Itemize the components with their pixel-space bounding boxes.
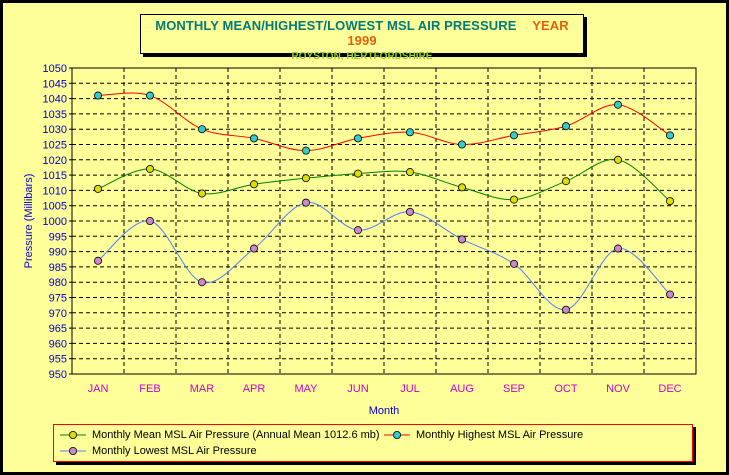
data-point-lowest (94, 256, 103, 265)
data-point-lowest (405, 207, 414, 216)
title-box: MONTHLY MEAN/HIGHEST/LOWEST MSL AIR PRES… (140, 14, 584, 62)
data-point-lowest (457, 235, 466, 244)
x-tick-label: FEB (139, 383, 160, 395)
x-tick-label: SEP (503, 383, 525, 395)
y-tick-label: 1050 (43, 63, 67, 75)
data-point-mean (353, 169, 362, 178)
legend-item-lowest: Monthly Lowest MSL Air Pressure (58, 444, 257, 458)
chart-title: MONTHLY MEAN/HIGHEST/LOWEST MSL AIR PRES… (155, 18, 517, 33)
x-tick-label: OCT (554, 383, 578, 395)
y-tick-label: 965 (49, 323, 67, 335)
x-tick-label: DEC (658, 383, 681, 395)
data-point-lowest (614, 244, 623, 253)
data-point-mean (145, 164, 154, 173)
legend-label-mean: Monthly Mean MSL Air Pressure (Annual Me… (92, 429, 380, 441)
x-tick-label: APR (243, 383, 266, 395)
data-point-lowest (562, 305, 571, 314)
chart-subtitle: ROYSTON, HERTFORDSHIRE (291, 51, 433, 62)
y-tick-label: 995 (49, 231, 67, 243)
data-point-lowest (666, 290, 675, 299)
legend-swatch-highest (384, 431, 410, 439)
data-point-highest (509, 131, 518, 140)
x-tick-label: JUN (347, 383, 368, 395)
legend-swatch-mean (60, 431, 86, 439)
data-point-lowest (509, 259, 518, 268)
y-tick-label: 1020 (43, 155, 67, 167)
y-tick-label: 975 (49, 293, 67, 305)
data-point-highest (145, 91, 154, 100)
y-tick-label: 980 (49, 277, 67, 289)
x-tick-label: JUL (400, 383, 420, 395)
legend-label-lowest: Monthly Lowest MSL Air Pressure (92, 445, 257, 457)
data-point-mean (94, 184, 103, 193)
x-tick-label: NOV (606, 383, 631, 395)
data-point-mean (457, 183, 466, 192)
plot-border (71, 67, 697, 375)
legend-item-mean: Monthly Mean MSL Air Pressure (Annual Me… (58, 428, 380, 442)
y-tick-label: 970 (49, 308, 67, 320)
y-tick-label: 955 (49, 354, 67, 366)
y-tick-label: 950 (49, 369, 67, 381)
x-tick-label: JAN (88, 383, 109, 395)
data-point-mean (197, 189, 206, 198)
legend: Monthly Mean MSL Air Pressure (Annual Me… (53, 424, 693, 462)
data-point-mean (562, 177, 571, 186)
x-tick-label: AUG (450, 383, 474, 395)
series-line-lowest (97, 202, 671, 311)
data-point-highest (353, 134, 362, 143)
y-tick-label: 1005 (43, 201, 67, 213)
legend-swatch-lowest (60, 447, 86, 455)
data-point-mean (249, 180, 258, 189)
data-point-lowest (301, 198, 310, 207)
data-point-highest (666, 131, 675, 140)
y-tick-label: 1000 (43, 216, 67, 228)
y-tick-label: 1010 (43, 185, 67, 197)
data-point-lowest (197, 278, 206, 287)
data-point-highest (405, 128, 414, 137)
data-point-highest (457, 140, 466, 149)
y-tick-label: 990 (49, 247, 67, 259)
y-tick-label: 1045 (43, 78, 67, 90)
y-tick-label: 960 (49, 338, 67, 350)
data-point-highest (94, 91, 103, 100)
y-axis-title: Pressure (Millibars) (23, 174, 35, 269)
y-tick-label: 1035 (43, 109, 67, 121)
y-tick-label: 985 (49, 262, 67, 274)
data-point-highest (249, 134, 258, 143)
data-point-mean (509, 195, 518, 204)
data-point-lowest (353, 226, 362, 235)
x-tick-label: MAY (294, 383, 318, 395)
y-tick-label: 1040 (43, 94, 67, 106)
data-point-mean (614, 155, 623, 164)
title-line: MONTHLY MEAN/HIGHEST/LOWEST MSL AIR PRES… (141, 18, 583, 48)
chart-year: YEAR 1999 (347, 18, 569, 48)
data-point-highest (301, 146, 310, 155)
y-tick-label: 1030 (43, 124, 67, 136)
data-point-mean (301, 174, 310, 183)
x-axis-title: Month (369, 405, 400, 417)
legend-label-highest: Monthly Highest MSL Air Pressure (416, 429, 584, 441)
data-point-highest (614, 100, 623, 109)
data-point-mean (666, 197, 675, 206)
data-point-highest (197, 125, 206, 134)
data-point-mean (405, 168, 414, 177)
y-tick-label: 1015 (43, 170, 67, 182)
data-point-lowest (249, 244, 258, 253)
legend-item-highest: Monthly Highest MSL Air Pressure (382, 428, 583, 442)
x-tick-label: MAR (190, 383, 215, 395)
data-point-lowest (145, 216, 154, 225)
y-tick-label: 1025 (43, 140, 67, 152)
data-point-highest (562, 122, 571, 131)
